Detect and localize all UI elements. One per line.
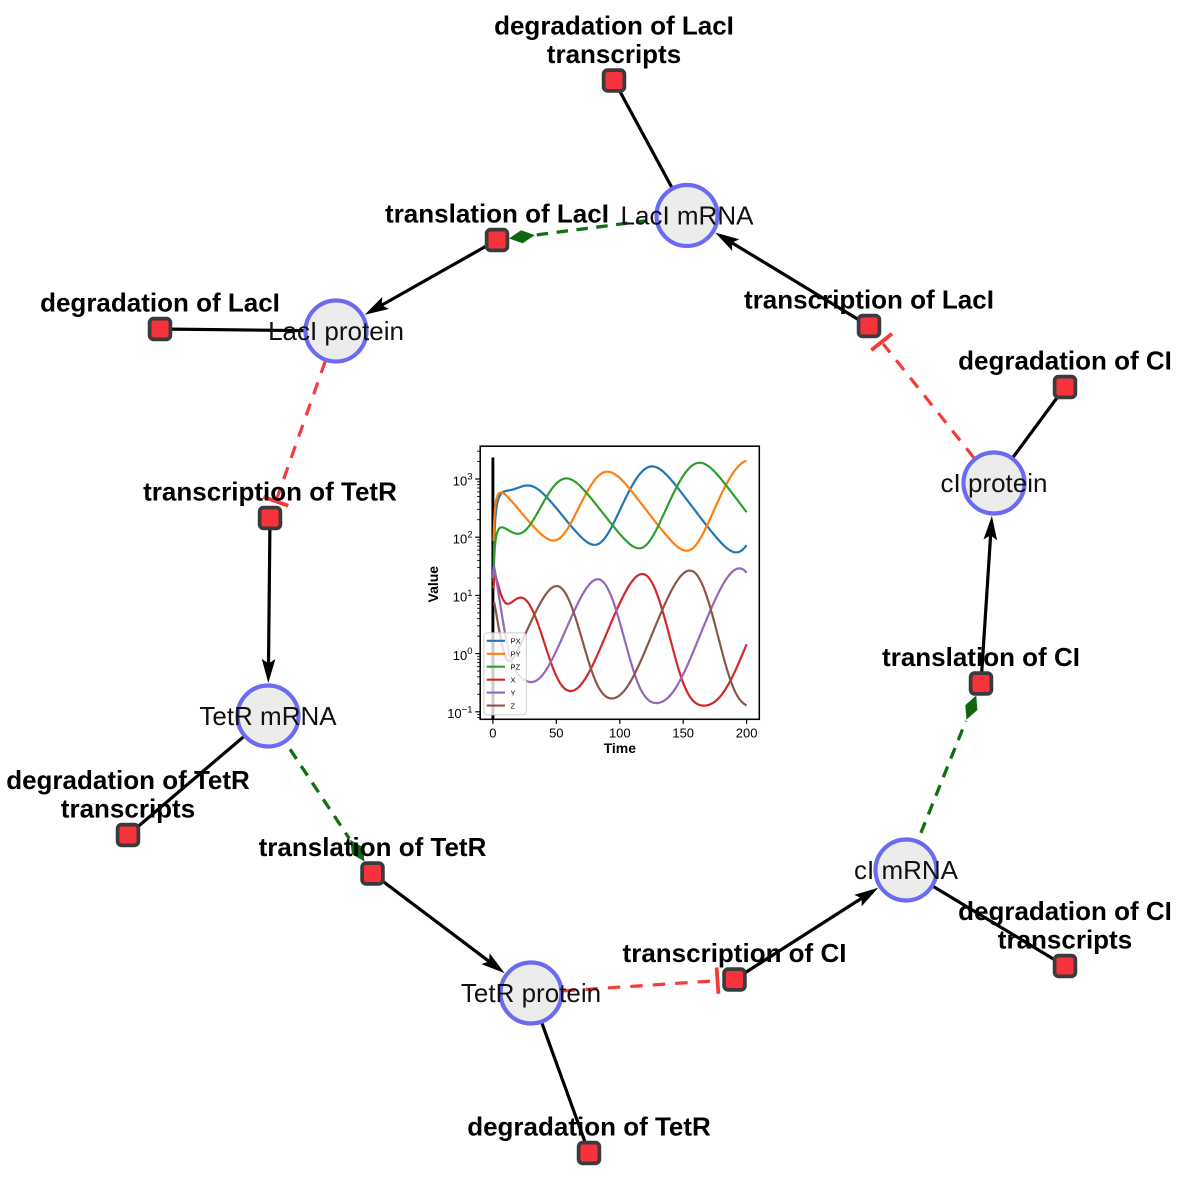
svg-text:degradation of CI: degradation of CI (958, 896, 1172, 926)
svg-text:Value: Value (425, 566, 441, 603)
svg-text:PY: PY (511, 650, 521, 659)
svg-text:translation of TetR: translation of TetR (259, 832, 487, 862)
svg-text:X: X (511, 675, 516, 684)
svg-text:Z: Z (511, 701, 516, 710)
svg-text:Y: Y (511, 688, 516, 697)
svg-text:LacI mRNA: LacI mRNA (621, 201, 755, 231)
svg-text:transcription of CI: transcription of CI (623, 938, 847, 968)
svg-text:PX: PX (511, 637, 521, 646)
svg-text:degradation of TetR: degradation of TetR (467, 1112, 711, 1142)
svg-text:TetR protein: TetR protein (461, 978, 601, 1008)
svg-text:0: 0 (489, 725, 496, 740)
svg-text:LacI protein: LacI protein (268, 316, 404, 346)
svg-text:cI mRNA: cI mRNA (854, 855, 959, 885)
svg-text:200: 200 (736, 725, 758, 740)
svg-text:transcripts: transcripts (998, 925, 1132, 955)
svg-text:100: 100 (609, 725, 631, 740)
svg-text:transcripts: transcripts (547, 39, 681, 69)
svg-text:transcription of LacI: transcription of LacI (744, 285, 994, 315)
svg-text:PZ: PZ (511, 662, 521, 671)
svg-text:degradation of TetR: degradation of TetR (6, 765, 250, 795)
svg-text:TetR mRNA: TetR mRNA (199, 701, 337, 731)
svg-text:50: 50 (549, 725, 563, 740)
svg-text:degradation of CI: degradation of CI (958, 346, 1172, 376)
svg-text:degradation of LacI: degradation of LacI (494, 10, 734, 40)
svg-text:Time: Time (604, 740, 637, 756)
svg-text:150: 150 (672, 725, 694, 740)
svg-text:transcription of TetR: transcription of TetR (143, 477, 397, 507)
svg-text:translation of LacI: translation of LacI (385, 199, 609, 229)
svg-text:cI protein: cI protein (941, 468, 1048, 498)
svg-text:degradation of LacI: degradation of LacI (40, 288, 280, 318)
svg-text:transcripts: transcripts (61, 794, 195, 824)
svg-text:translation of CI: translation of CI (882, 642, 1080, 672)
